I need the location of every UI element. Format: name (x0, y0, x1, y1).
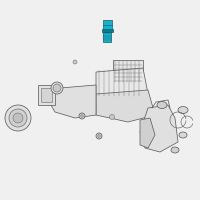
Ellipse shape (178, 106, 188, 114)
Ellipse shape (171, 147, 179, 153)
FancyBboxPatch shape (102, 29, 112, 32)
Polygon shape (140, 118, 155, 148)
FancyBboxPatch shape (113, 60, 143, 83)
Circle shape (13, 113, 23, 123)
Circle shape (81, 115, 83, 117)
Polygon shape (48, 85, 96, 118)
FancyBboxPatch shape (102, 20, 112, 29)
FancyBboxPatch shape (103, 32, 111, 42)
Ellipse shape (157, 102, 167, 108)
Circle shape (73, 60, 77, 64)
Circle shape (96, 133, 102, 139)
FancyBboxPatch shape (41, 88, 52, 102)
Circle shape (110, 114, 114, 119)
Polygon shape (140, 105, 178, 152)
Ellipse shape (179, 132, 187, 138)
Circle shape (5, 105, 31, 131)
Polygon shape (96, 90, 155, 122)
Circle shape (9, 109, 27, 127)
Circle shape (51, 82, 63, 94)
Circle shape (79, 113, 85, 119)
FancyBboxPatch shape (38, 85, 55, 105)
Circle shape (53, 84, 61, 92)
Circle shape (98, 135, 100, 137)
Polygon shape (96, 68, 148, 100)
